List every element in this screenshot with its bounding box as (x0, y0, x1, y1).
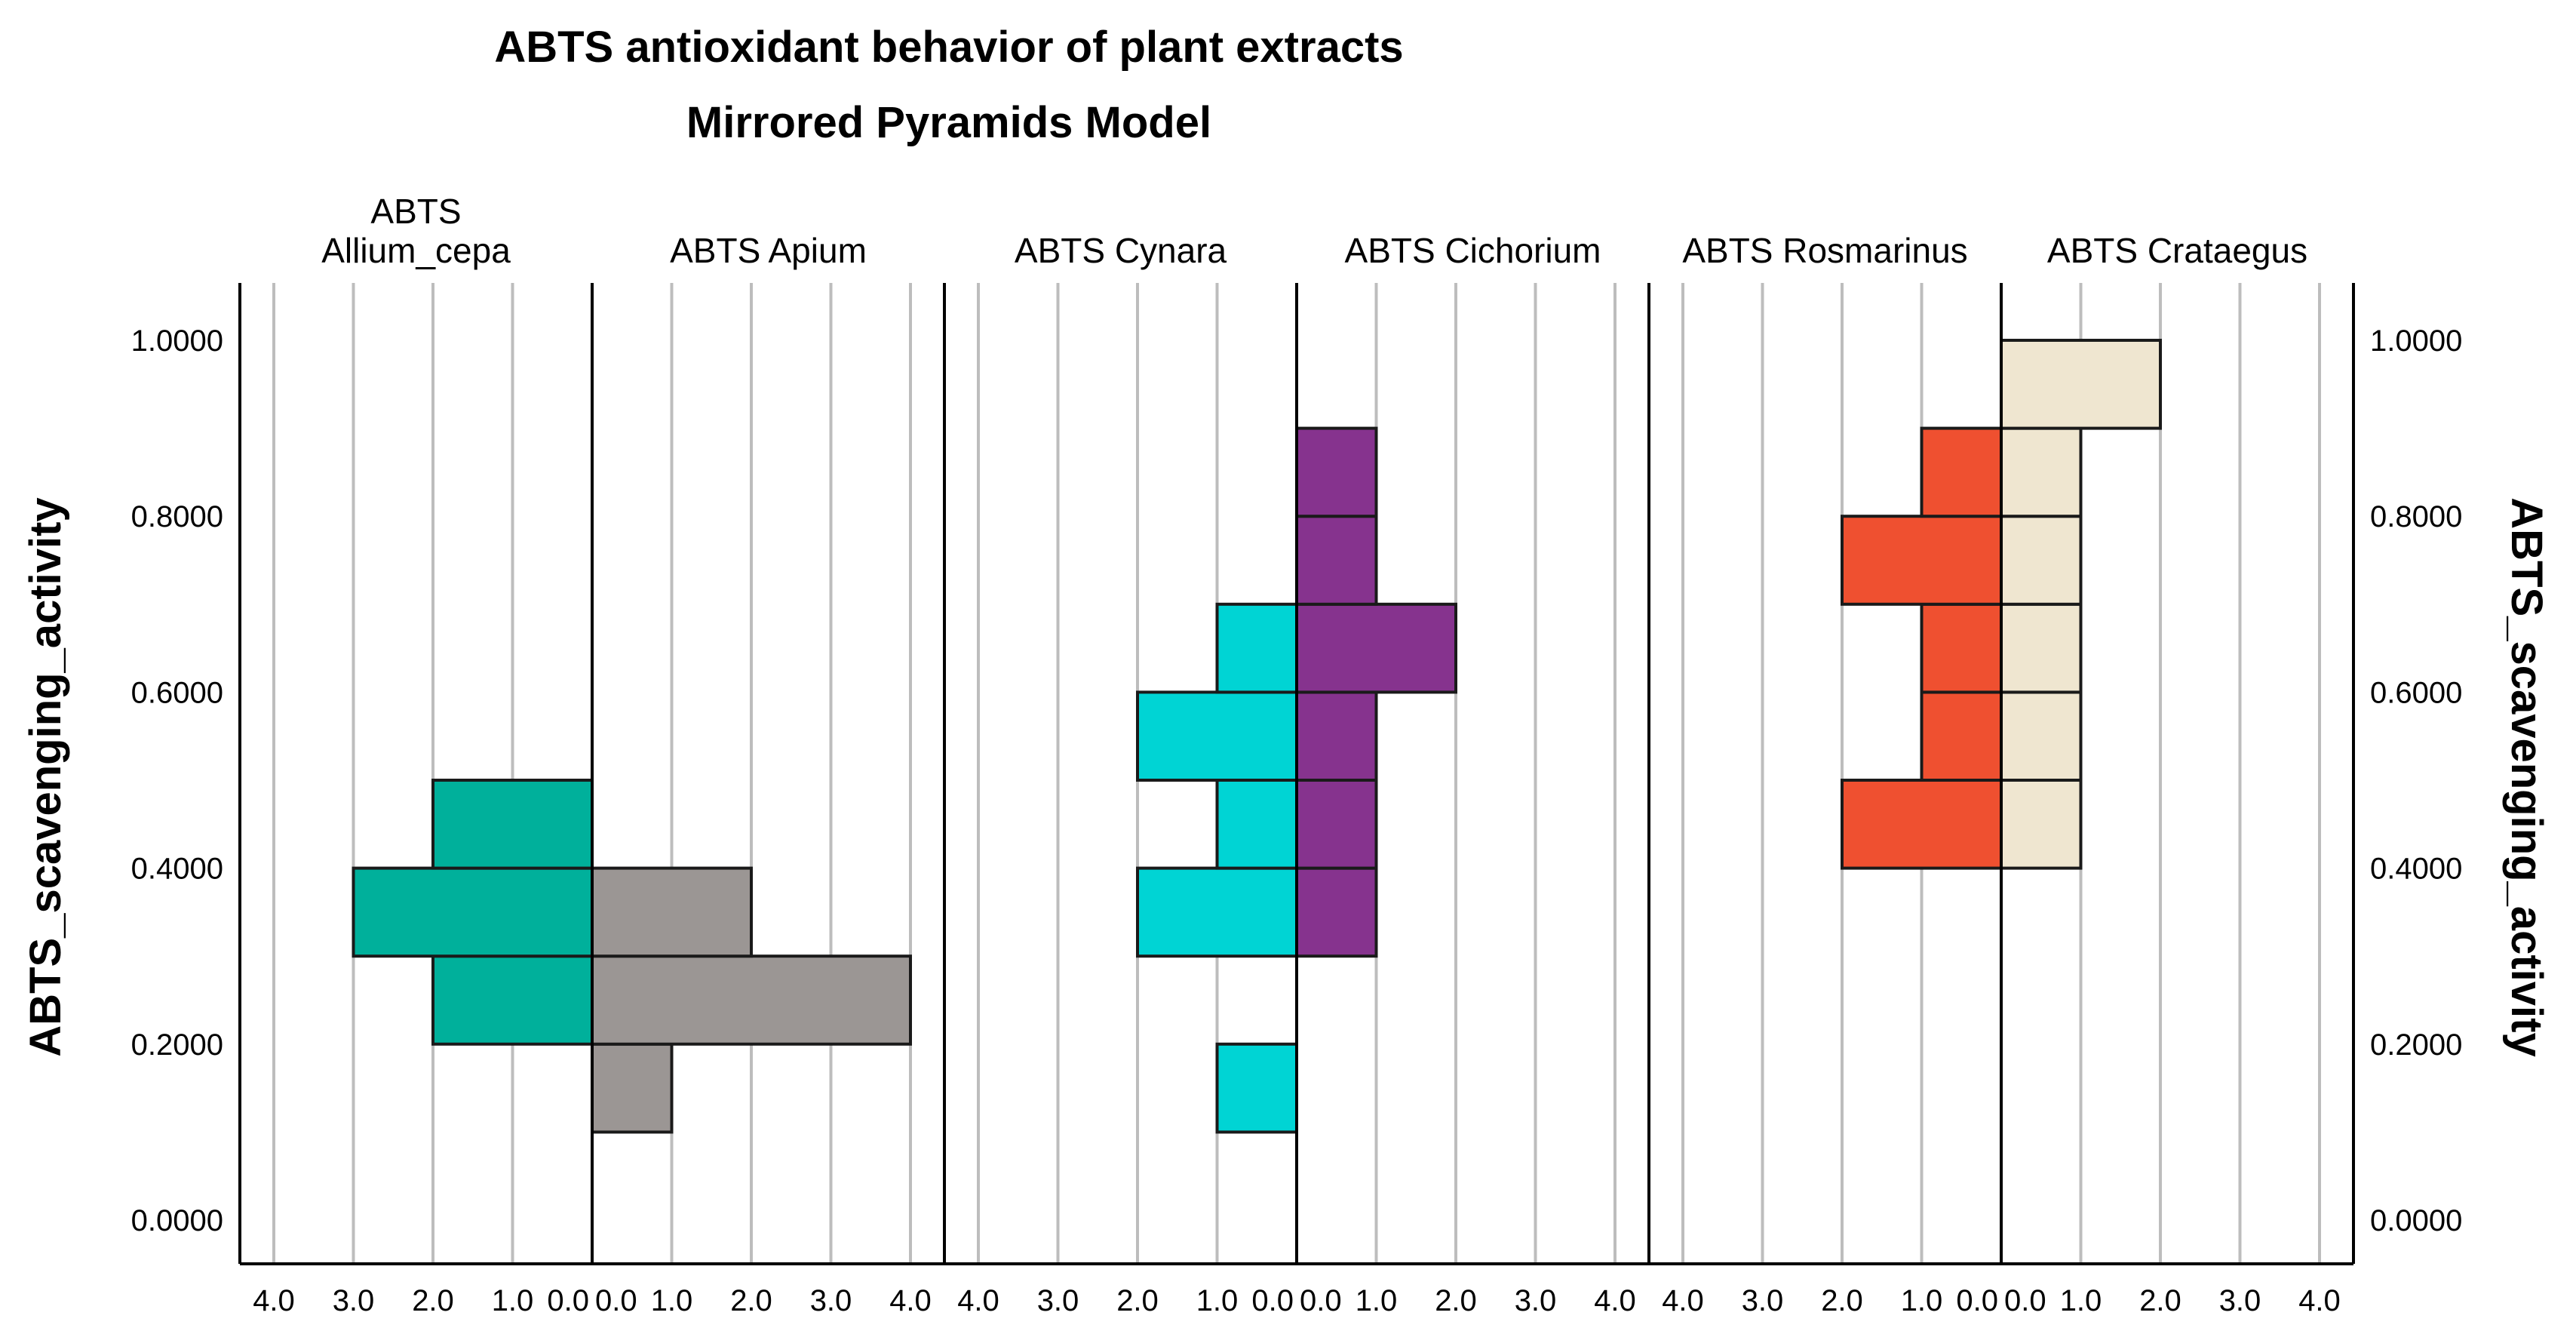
histogram-bar-right (1295, 602, 1457, 694)
x-tick-label: 1.0 (2060, 1284, 2102, 1317)
x-tick-label: 0.0 (1300, 1284, 1342, 1317)
y-tick-label-left: 0.0000 (131, 1204, 223, 1237)
histogram-bar-left (352, 866, 594, 958)
y-tick-label-left: 1.0000 (131, 324, 223, 358)
x-tick-label: 2.0 (1435, 1284, 1477, 1317)
x-tick-label: 2.0 (2139, 1284, 2181, 1317)
y-tick-label-left: 0.8000 (131, 500, 223, 533)
series-label-left: Allium_cepa (321, 231, 511, 270)
series-label-right: ABTS Apium (670, 231, 867, 270)
series-label-left: ABTS Rosmarinus (1682, 231, 1967, 270)
chart-subtitle: Mirrored Pyramids Model (686, 98, 1211, 147)
histogram-bar-left (1841, 779, 2003, 870)
histogram-bar-left (1136, 866, 1298, 958)
chart-title: ABTS antioxidant behavior of plant extra… (494, 23, 1403, 72)
x-tick-label: 1.0 (1356, 1284, 1398, 1317)
x-tick-label: 3.0 (1037, 1284, 1079, 1317)
y-tick-label-right: 0.8000 (2370, 500, 2462, 533)
histogram-bar-right (591, 954, 912, 1046)
histogram-bar-left (1215, 602, 1298, 694)
x-tick-label: 4.0 (253, 1284, 295, 1317)
x-tick-label: 3.0 (810, 1284, 852, 1317)
series-label-right: ABTS Crataegus (2047, 231, 2307, 270)
x-tick-label: 2.0 (1116, 1284, 1159, 1317)
histogram-bar-right (2000, 779, 2083, 870)
x-tick-label: 4.0 (957, 1284, 999, 1317)
y-tick-label-right: 0.2000 (2370, 1028, 2462, 1062)
histogram-bar-right (1295, 426, 1378, 518)
x-tick-label: 0.0 (1956, 1284, 1998, 1317)
x-tick-label: 4.0 (2298, 1284, 2341, 1317)
y-tick-label-right: 0.4000 (2370, 853, 2462, 886)
histogram-bar-right (2000, 690, 2083, 782)
histogram-bar-right (2000, 602, 2083, 694)
histogram-bar-left (1215, 779, 1298, 870)
x-tick-label: 3.0 (333, 1284, 375, 1317)
series-label-left: ABTS (370, 192, 461, 231)
histogram-bar-right (1295, 690, 1378, 782)
y-tick-label-left: 0.6000 (131, 676, 223, 709)
x-tick-label: 0.0 (547, 1284, 589, 1317)
x-tick-label: 1.0 (1196, 1284, 1239, 1317)
y-axis-label-right: ABTS_scavenging_activity (2502, 497, 2551, 1056)
series-label-left: ABTS Cynara (1015, 231, 1227, 270)
histogram-bar-left (1920, 690, 2003, 782)
histogram-bar-left (1920, 426, 2003, 518)
y-tick-label-right: 0.6000 (2370, 676, 2462, 709)
x-tick-label: 2.0 (412, 1284, 454, 1317)
x-tick-label: 1.0 (492, 1284, 534, 1317)
histogram-bar-right (2000, 339, 2162, 430)
histogram-bar-left (1136, 690, 1298, 782)
histogram-bar-right (2000, 515, 2083, 606)
y-tick-label-left: 0.4000 (131, 853, 223, 886)
series-label-right: ABTS Cichorium (1345, 231, 1601, 270)
x-tick-label: 3.0 (1742, 1284, 1784, 1317)
x-tick-label: 1.0 (1901, 1284, 1943, 1317)
x-tick-label: 0.0 (2004, 1284, 2046, 1317)
histogram-bar-left (431, 779, 594, 870)
histogram-bar-right (1295, 515, 1378, 606)
x-tick-label: 2.0 (730, 1284, 772, 1317)
histogram-bar-left (431, 954, 594, 1046)
y-tick-label-left: 0.2000 (131, 1028, 223, 1062)
histogram-bar-right (2000, 426, 2083, 518)
histogram-bar-left (1841, 515, 2003, 606)
x-tick-label: 3.0 (2219, 1284, 2261, 1317)
histogram-bar-left (1920, 602, 2003, 694)
x-tick-label: 4.0 (889, 1284, 932, 1317)
y-axis-label-left: ABTS_scavenging_activity (21, 497, 70, 1056)
histogram-bar-left (1215, 1042, 1298, 1134)
histogram-bar-right (1295, 779, 1378, 870)
histogram-bar-right (591, 866, 753, 958)
x-tick-label: 4.0 (1662, 1284, 1704, 1317)
x-tick-label: 0.0 (1251, 1284, 1294, 1317)
x-tick-label: 1.0 (651, 1284, 693, 1317)
plot-area: 4.0 3.0 2.0 1.0 0.0 0.0 1.0 2.0 3.0 4.0ABTSAllium… (131, 192, 2463, 1317)
y-tick-label-right: 1.0000 (2370, 324, 2462, 358)
x-tick-label: 3.0 (1515, 1284, 1557, 1317)
x-tick-label: 2.0 (1821, 1284, 1863, 1317)
x-tick-label: 4.0 (1594, 1284, 1636, 1317)
histogram-bar-right (1295, 866, 1378, 958)
histogram-bar-right (591, 1042, 674, 1134)
y-tick-label-right: 0.0000 (2370, 1204, 2462, 1237)
x-tick-label: 0.0 (595, 1284, 637, 1317)
